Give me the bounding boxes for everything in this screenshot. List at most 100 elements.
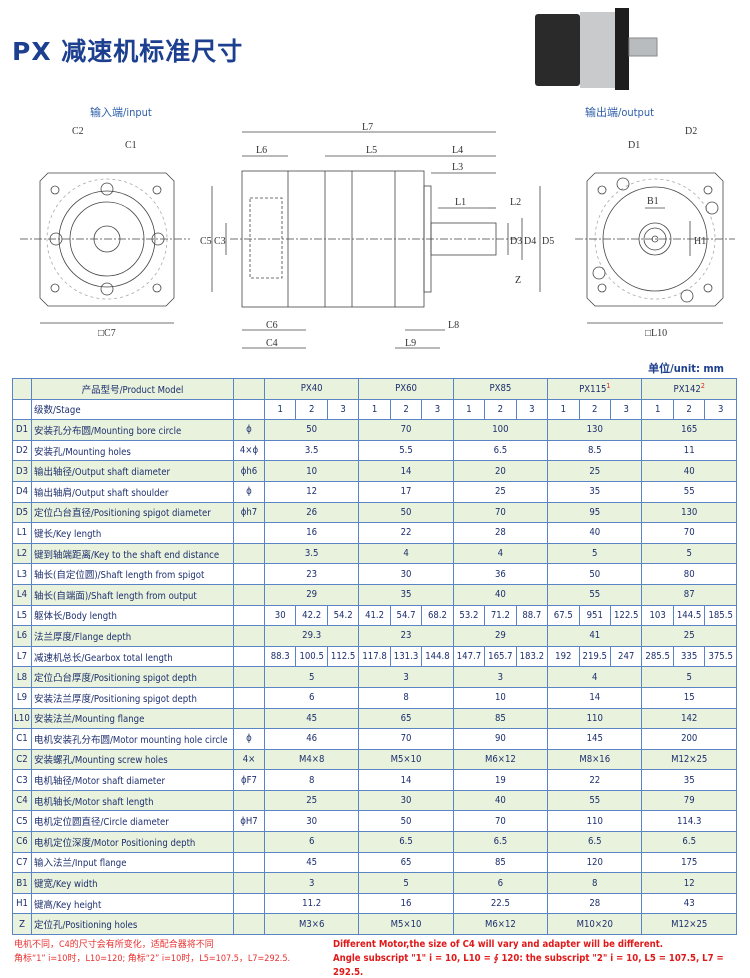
row-name: 安装法兰厚度/Positioning spigot depth <box>31 686 234 709</box>
value-cell: 67.5 <box>547 604 580 627</box>
row-unit <box>233 831 265 853</box>
value-cell: 5 <box>263 666 360 688</box>
value-cell: 41 <box>547 625 643 647</box>
value-cell: 30 <box>263 810 360 833</box>
row-name: 定位凸台厚度/Positioning spigot depth <box>31 666 234 688</box>
value-cell: 70 <box>641 522 737 544</box>
stage-cell: 2 <box>295 398 328 421</box>
table-row: L10 安装法兰/Mounting flange 45 65 85 110 142 <box>12 707 737 730</box>
value-cell: 79 <box>641 789 737 812</box>
label-c4: C4 <box>266 338 278 349</box>
value-cell: 14 <box>358 769 454 791</box>
table-row: C3 电机轴径/Motor shaft diameter ϕF7 8 14 19 22 35 <box>12 769 737 791</box>
footnote-cn-1: 电机不同，C4的尺寸会有所变化，适配合器将不同 <box>14 940 214 950</box>
label-b1: B1 <box>647 196 659 207</box>
input-view-label: 输入端/input <box>90 106 152 119</box>
table-row: L4 轴长(自端面)/Shaft length from output 29 35 40… <box>12 583 737 606</box>
value-cell: 95 <box>547 501 643 524</box>
value-cell: 90 <box>452 728 549 750</box>
stage-cell: 3 <box>515 398 549 421</box>
label-c5: C5 <box>200 236 212 247</box>
stage-cell: 2 <box>578 398 611 421</box>
value-cell: 30 <box>358 563 454 585</box>
row-unit <box>233 892 265 915</box>
value-cell: 87 <box>641 583 737 606</box>
value-cell: 10 <box>263 460 360 482</box>
row-name: 安装孔/Mounting holes <box>31 439 234 462</box>
value-cell: 42.2 <box>295 604 328 627</box>
value-cell: 43 <box>641 892 737 915</box>
row-name: 电机轴长/Motor shaft length <box>31 789 234 812</box>
value-cell: 14 <box>547 686 643 709</box>
value-cell: 22.5 <box>452 892 549 915</box>
row-code: L9 <box>12 686 32 709</box>
value-cell: 45 <box>263 707 360 730</box>
value-cell: 26 <box>263 501 360 524</box>
stage-cell: 1 <box>358 398 391 421</box>
stage-cell: 1 <box>547 398 580 421</box>
table-row: L3 轴长(自定位圆)/Shaft length from spigot 23 30 3… <box>12 563 737 585</box>
value-cell: 22 <box>358 522 454 544</box>
label-c7: □C7 <box>98 328 116 339</box>
table-row: C6 电机定位深度/Motor Positioning depth 6 6.5 6.5 6… <box>12 831 737 853</box>
value-cell: 28 <box>452 522 549 544</box>
value-cell: 219.5 <box>578 645 611 668</box>
value-cell: 120 <box>547 851 643 874</box>
model-header: PX40 <box>263 378 360 400</box>
value-cell: 70 <box>452 501 549 524</box>
value-cell: M5×10 <box>358 748 454 771</box>
value-cell: 8.5 <box>547 439 643 462</box>
row-unit <box>233 645 265 668</box>
row-name: 输出轴肩/Output shaft shoulder <box>31 480 234 503</box>
row-name: 法兰厚度/Flange depth <box>31 625 234 647</box>
value-cell: 85 <box>452 707 549 730</box>
row-name: 电机轴径/Motor shaft diameter <box>31 769 234 791</box>
stage-label: 级数/Stage <box>31 398 234 421</box>
row-name: 躯体长/Body length <box>31 604 234 627</box>
value-cell: 131.3 <box>389 645 423 668</box>
input-end-view <box>20 172 190 324</box>
value-cell: 46 <box>263 728 360 750</box>
value-cell: 23 <box>263 563 360 585</box>
value-cell: 25 <box>641 625 737 647</box>
table-row: H1 键高/Key height 11.2 16 22.5 28 43 <box>12 892 737 915</box>
unit-label: 单位/unit: mm <box>648 362 724 375</box>
value-cell: 55 <box>641 480 737 503</box>
value-cell: 35 <box>547 480 643 503</box>
value-cell: 80 <box>641 563 737 585</box>
value-cell: 3 <box>263 872 360 894</box>
model-header: PX60 <box>358 378 454 400</box>
row-code: D5 <box>12 501 32 524</box>
value-cell: 8 <box>547 872 643 894</box>
unit-cell <box>233 398 265 421</box>
value-cell: 5 <box>358 872 454 894</box>
row-name: 键到轴端距离/Key to the shaft end distance <box>31 542 234 565</box>
value-cell: 6.5 <box>547 831 643 853</box>
value-cell: M6×12 <box>452 748 549 771</box>
value-cell: 85 <box>452 851 549 874</box>
value-cell: 70 <box>358 419 454 441</box>
table-row: L9 安装法兰厚度/Positioning spigot depth 6 8 10 14 1… <box>12 686 737 709</box>
value-cell: 335 <box>672 645 706 668</box>
row-code: C2 <box>12 748 32 771</box>
code-cell <box>12 378 32 400</box>
value-cell: 28 <box>547 892 643 915</box>
row-unit <box>233 789 265 812</box>
value-cell: 3 <box>452 666 549 688</box>
value-cell: 19 <box>452 769 549 791</box>
value-cell: 6.5 <box>452 831 549 853</box>
row-name: 键长/Key length <box>31 522 234 544</box>
product-photo <box>535 8 658 90</box>
row-name: 减速机总长/Gearbox total length <box>31 645 234 668</box>
value-cell: M10×20 <box>547 913 643 936</box>
label-l4: L4 <box>452 145 463 156</box>
value-cell: 35 <box>641 769 737 791</box>
value-cell: 5 <box>547 542 643 565</box>
output-view-label: 输出端/output <box>585 106 654 119</box>
value-cell: 144.5 <box>672 604 706 627</box>
value-cell: 50 <box>263 419 360 441</box>
footnote-en-2: Angle subscript "1" i = 10, L10 = ∮ 120:… <box>333 953 724 978</box>
row-name: 输入法兰/Input flange <box>31 851 234 874</box>
spec-table: 产品型号/Product Model PX40 PX60 PX85 PX1151 PX14… <box>12 378 737 936</box>
label-l6: L6 <box>256 145 267 156</box>
